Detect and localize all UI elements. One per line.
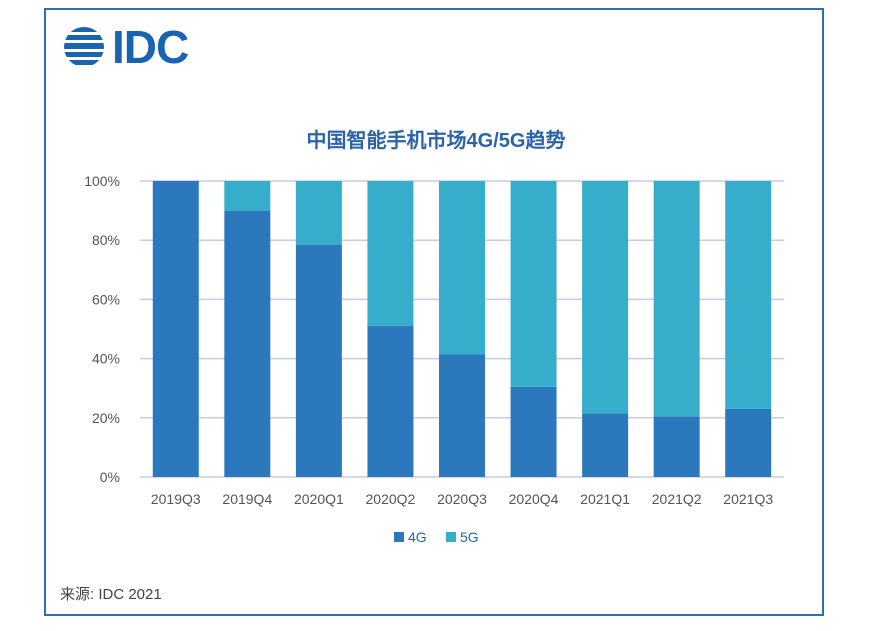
bar-4g-2021q3 xyxy=(725,408,772,477)
bar-5g-2021q1 xyxy=(582,181,629,414)
bar-4g-2019q3 xyxy=(152,181,199,477)
bar-5g-2021q3 xyxy=(725,181,772,409)
legend-label-5g: 5G xyxy=(460,529,479,545)
bar-5g-2020q1 xyxy=(295,181,342,245)
x-tick-label: 2021Q1 xyxy=(580,491,630,507)
bar-4g-2020q1 xyxy=(295,244,342,477)
logo-text: IDC xyxy=(112,21,189,73)
bar-5g-2020q3 xyxy=(439,181,485,355)
bar-4g-2021q1 xyxy=(582,413,629,477)
x-tick-label: 2021Q3 xyxy=(723,491,773,507)
idc-logo: IDC xyxy=(62,21,189,73)
x-tick-label: 2020Q2 xyxy=(366,491,416,507)
bar-4g-2019q4 xyxy=(224,210,271,477)
bar-4g-2020q3 xyxy=(439,354,485,477)
y-tick-label: 20% xyxy=(92,410,120,426)
chart-title: 中国智能手机市场4G/5G趋势 xyxy=(306,130,566,152)
legend-swatch-4g xyxy=(394,532,404,542)
source-note: 来源: IDC 2021 xyxy=(60,586,162,603)
bar-5g-2021q2 xyxy=(653,181,700,417)
x-tick-label: 2019Q3 xyxy=(151,491,201,507)
y-tick-label: 80% xyxy=(92,232,120,248)
bar-5g-2020q2 xyxy=(367,181,414,327)
x-tick-label: 2020Q3 xyxy=(437,491,487,507)
y-tick-label: 0% xyxy=(100,469,120,485)
y-tick-label: 100% xyxy=(84,173,120,189)
legend-swatch-5g xyxy=(446,532,456,542)
bar-4g-2020q2 xyxy=(367,326,414,477)
idc-globe-icon xyxy=(64,27,104,65)
legend-label-4g: 4G xyxy=(408,529,427,545)
bar-5g-2020q4 xyxy=(510,181,557,387)
bar-5g-2019q4 xyxy=(224,181,271,211)
x-tick-label: 2021Q2 xyxy=(652,491,702,507)
bar-4g-2020q4 xyxy=(510,386,557,477)
bar-4g-2021q2 xyxy=(653,416,700,477)
y-tick-label: 60% xyxy=(92,291,120,307)
x-tick-label: 2019Q4 xyxy=(222,491,272,507)
y-tick-label: 40% xyxy=(92,351,120,367)
x-tick-label: 2020Q1 xyxy=(294,491,344,507)
x-tick-label: 2020Q4 xyxy=(509,491,559,507)
